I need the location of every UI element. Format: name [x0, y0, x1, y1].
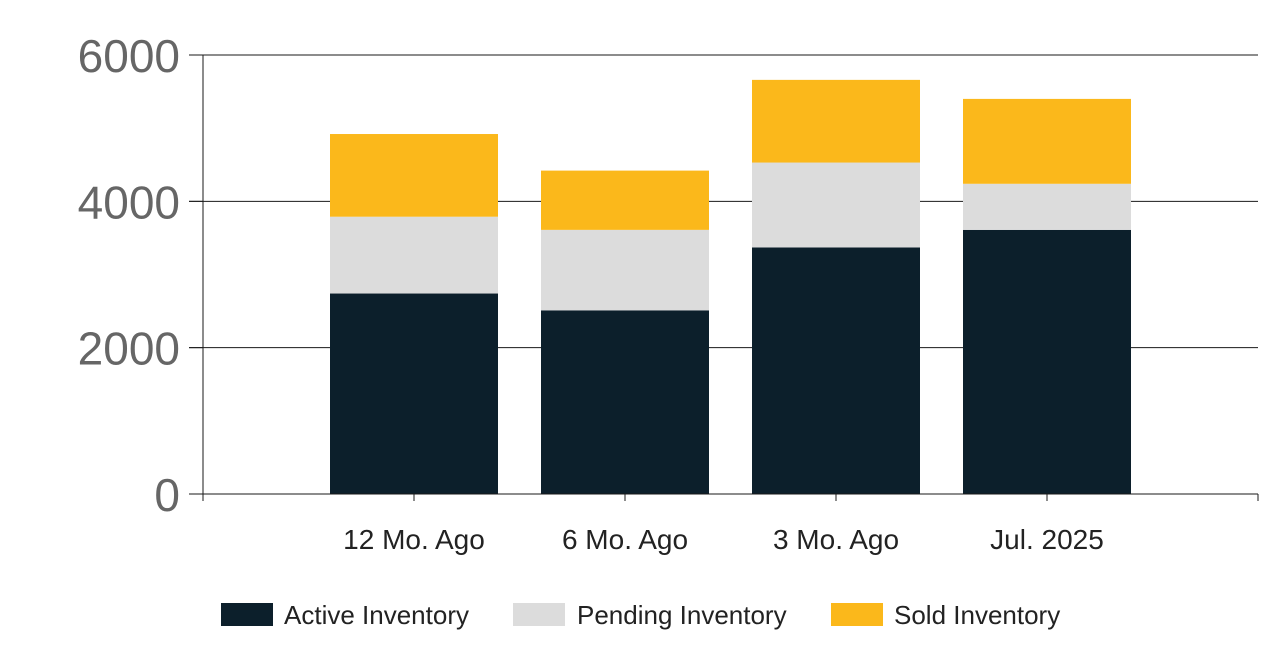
bar-active-inventory: [330, 293, 498, 494]
x-tick-label: 6 Mo. Ago: [562, 524, 688, 555]
y-tick-label: 2000: [78, 323, 180, 375]
legend-swatch: [221, 603, 273, 626]
bar-sold-inventory: [752, 79, 920, 163]
y-tick-label: 6000: [78, 30, 180, 82]
legend-label: Active Inventory: [284, 600, 469, 630]
x-tick-label: 12 Mo. Ago: [343, 524, 485, 555]
legend-swatch: [513, 603, 565, 626]
legend-label: Sold Inventory: [894, 600, 1060, 630]
bars: [330, 79, 1131, 494]
bar-pending-inventory: [330, 216, 498, 294]
legend-swatch: [831, 603, 883, 626]
bar-pending-inventory: [541, 229, 709, 311]
bar-active-inventory: [963, 229, 1131, 494]
axes: [189, 54, 1259, 501]
bar-active-inventory: [541, 310, 709, 494]
x-tick-label: 3 Mo. Ago: [773, 524, 899, 555]
y-tick-labels: 0 2000 4000 6000: [78, 30, 180, 521]
x-tick-labels: 12 Mo. Ago 6 Mo. Ago 3 Mo. Ago Jul. 2025: [343, 524, 1104, 555]
bar-active-inventory: [752, 247, 920, 494]
y-tick-label: 4000: [78, 176, 180, 228]
bar-pending-inventory: [963, 183, 1131, 230]
x-tick-label: Jul. 2025: [990, 524, 1104, 555]
bar-sold-inventory: [963, 98, 1131, 184]
y-tick-label: 0: [154, 469, 180, 521]
bar-sold-inventory: [541, 170, 709, 230]
legend-label: Pending Inventory: [577, 600, 787, 630]
bar-sold-inventory: [330, 134, 498, 217]
legend: Active Inventory Pending Inventory Sold In…: [221, 600, 1060, 630]
bar-pending-inventory: [752, 162, 920, 248]
